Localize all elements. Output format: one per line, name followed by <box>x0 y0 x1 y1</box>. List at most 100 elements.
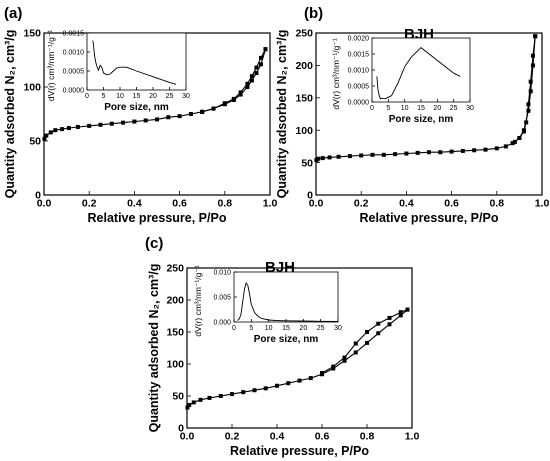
desorption-point <box>254 65 259 70</box>
y-axis-title: Quantity adsorbed N₂, cm³/g <box>3 30 17 199</box>
desorption-point <box>517 135 522 140</box>
inset-y-axis-title: dV(r) cm³/nm⁻¹/g⁻¹ <box>331 38 341 109</box>
y-axis-title: Quantity adsorbed N₂, cm³/g <box>275 30 289 199</box>
desorption-point <box>528 79 533 84</box>
inset-x-tick-label: 10 <box>401 105 409 112</box>
adsorption-point <box>42 136 47 141</box>
desorption-point <box>263 47 268 52</box>
inset-y-tick-label: 0.0015 <box>63 30 85 37</box>
adsorption-point <box>187 402 192 407</box>
y-tick-label: 0 <box>307 190 313 202</box>
adsorption-point <box>320 156 325 161</box>
x-tick-label: 0.8 <box>360 431 375 443</box>
chart-panel-b: 0.0 0.2 0.4 0.6 0.8 1.0050100150200250Relativ… <box>275 5 549 225</box>
inset-y-tick-label: 0.0020 <box>348 35 370 42</box>
inset-x-tick-label: 20 <box>433 105 441 112</box>
plot-frame <box>186 267 413 429</box>
inset-y-tick-label: 0.0000 <box>348 99 370 106</box>
x-tick-label: 0.2 <box>82 198 97 210</box>
inset-plot-frame <box>371 37 471 103</box>
adsorption-point <box>415 150 420 155</box>
desorption-point <box>365 330 369 334</box>
desorption-point <box>387 315 392 320</box>
adsorption-point <box>166 115 171 120</box>
adsorption-point <box>528 89 533 94</box>
inset-x-tick-label: 20 <box>149 93 157 100</box>
desorption-point <box>331 364 336 369</box>
desorption-point <box>512 139 517 144</box>
desorption-point <box>231 96 236 101</box>
inset-x-tick-label: 25 <box>450 105 458 112</box>
desorption-point <box>524 120 529 125</box>
x-axis-title: Relative pressure, P/Po <box>230 444 369 458</box>
desorption-point <box>222 101 227 106</box>
adsorption-point <box>353 350 358 355</box>
inset-x-tick-label: 25 <box>317 325 325 332</box>
adsorption-point <box>75 124 80 129</box>
desorption-point <box>405 307 410 312</box>
x-tick-label: 0.4 <box>270 431 285 443</box>
adsorption-point <box>53 128 58 133</box>
inset-x-tick-label: 30 <box>182 93 190 100</box>
inset-x-tick-label: 20 <box>299 325 307 332</box>
adsorption-point <box>398 313 403 318</box>
desorption-line <box>514 36 536 143</box>
inset-x-tick-label: 15 <box>133 93 141 100</box>
panel-label: (a) <box>4 5 22 22</box>
inset-x-tick-label: 0 <box>85 93 89 100</box>
inset-chart: 0 5 10 15 20 25 30 0.0000 0.0005 0.0010 0.0015 0.00… <box>331 35 474 125</box>
adsorption-point <box>286 381 291 386</box>
inset-y-tick-label: 0.010 <box>213 269 231 276</box>
adsorption-point <box>297 378 302 383</box>
y-tick-label: 150 <box>166 327 184 339</box>
inset-x-tick-label: 15 <box>417 105 425 112</box>
x-tick-label: 0.4 <box>399 198 414 210</box>
inset-x-axis-title: Pore size, nm <box>254 334 319 345</box>
plot-frame <box>315 32 543 196</box>
adsorption-point <box>316 156 321 161</box>
adsorption-point <box>121 120 126 125</box>
adsorption-point <box>245 85 250 89</box>
x-tick-label: 0.6 <box>315 431 330 443</box>
adsorption-point <box>387 322 392 327</box>
chart-panel-c: 0.0 0.2 0.4 0.6 0.8 1.0050100150200250Relativ… <box>145 235 419 458</box>
adsorption-point <box>230 392 234 397</box>
x-tick-label: 0.6 <box>444 198 459 210</box>
adsorption-point <box>249 78 254 83</box>
adsorption-point <box>460 148 465 153</box>
x-tick-label: 0.8 <box>217 198 232 210</box>
adsorption-point <box>381 152 386 157</box>
x-tick-label: 0.0 <box>180 431 195 443</box>
x-axis-title: Relative pressure, P/Po <box>360 211 499 225</box>
adsorption-point <box>336 154 341 159</box>
desorption-line <box>202 48 266 113</box>
x-tick-label: 0.0 <box>309 198 324 210</box>
inset-y-tick-label: 0.005 <box>213 294 231 301</box>
x-tick-label: 1.0 <box>263 198 278 210</box>
desorption-point <box>526 102 531 107</box>
inset-x-tick-label: 30 <box>334 325 342 332</box>
pore-size-distribution-line <box>237 281 339 322</box>
adsorption-point <box>207 395 212 400</box>
desorption-point <box>258 55 263 60</box>
inset-x-tick-label: 5 <box>102 93 106 100</box>
y-tick-label: 250 <box>166 263 184 275</box>
adsorption-point <box>44 133 49 138</box>
adsorption-point <box>98 122 103 127</box>
adsorption-point <box>370 152 375 157</box>
inset-y-axis-title: dV(r) cm³/nm⁻¹/g⁻¹ <box>46 30 56 101</box>
desorption-point <box>353 341 358 346</box>
adsorption-point <box>254 70 259 75</box>
adsorption-point <box>258 62 263 67</box>
adsorption-point <box>177 114 182 119</box>
x-tick-label: 0.8 <box>489 198 504 210</box>
adsorption-point <box>191 400 196 405</box>
adsorption-point <box>526 108 531 113</box>
adsorption-point <box>342 358 347 363</box>
desorption-point <box>342 355 347 360</box>
inset-y-tick-label: 0.000 <box>213 319 231 326</box>
adsorption-point <box>198 397 203 402</box>
y-tick-label: 0 <box>35 190 41 202</box>
inset-chart: 0 5 10 15 20 25 30 0.0000 0.0005 0.0010 0.0015 Pore… <box>46 30 190 113</box>
